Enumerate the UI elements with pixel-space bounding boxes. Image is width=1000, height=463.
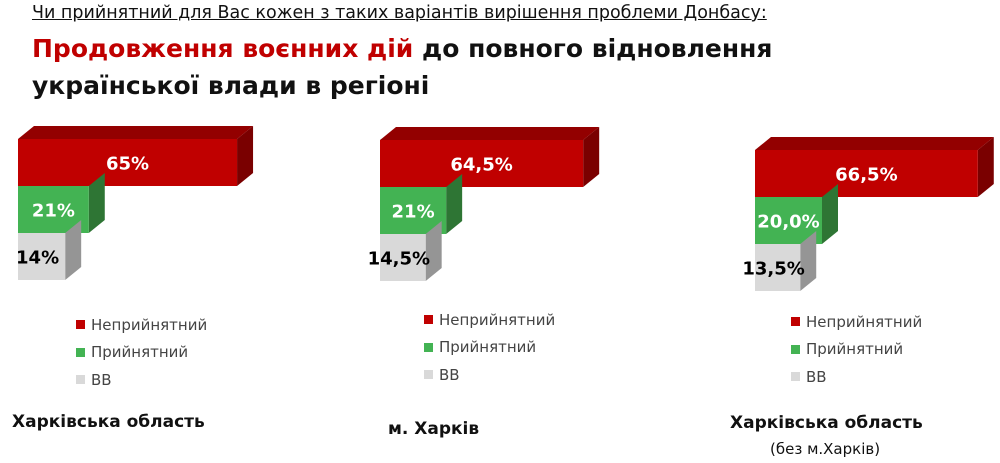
legend-label: Прийнятний: [91, 343, 189, 362]
legend-label: ВВ: [806, 367, 827, 386]
legend-label: ВВ: [91, 370, 112, 389]
data-label: 14,5%: [368, 249, 430, 270]
data-label: 20,0%: [757, 212, 819, 233]
data-label: 65%: [106, 154, 149, 175]
bar-side: [583, 127, 600, 187]
title-rest: до повного відновлення: [413, 34, 773, 63]
legend-swatch: [76, 347, 85, 357]
bar-ВВ: [18, 233, 66, 280]
bar-Неприйнятний: [755, 150, 978, 197]
data-label: 13,5%: [742, 259, 804, 280]
bar-ВВ: [380, 234, 426, 281]
legend-swatch: [424, 342, 433, 352]
legend-swatch: [791, 372, 800, 382]
question-text: Чи прийнятний для Вас кожен з таких варі…: [32, 3, 767, 23]
page-title-line2: української влади в регіоні: [32, 71, 430, 100]
data-label: 14%: [16, 248, 59, 269]
data-label: 66,5%: [835, 165, 897, 186]
bar-side: [88, 173, 105, 233]
chart-1-title: Харківська область: [12, 412, 205, 432]
legend-item: ВВ: [76, 366, 207, 394]
legend-item: Прийнятний: [76, 339, 207, 367]
legend-label: Неприйнятний: [806, 312, 923, 331]
legend-item: Неприйнятний: [791, 308, 922, 336]
legend-label: Неприйнятний: [439, 310, 556, 329]
legend-item: Прийнятний: [791, 336, 922, 364]
legend-item: ВВ: [791, 363, 922, 391]
legend-item: Прийнятний: [424, 334, 555, 362]
legend-item: ВВ: [424, 361, 555, 389]
legend-1: Неприйнятний Прийнятний ВВ: [76, 311, 207, 394]
data-label: 21%: [32, 201, 75, 222]
bar-side: [237, 126, 254, 186]
legend-swatch: [791, 317, 800, 327]
bar-side: [800, 231, 817, 291]
bar-top: [380, 127, 600, 140]
legend-swatch: [424, 370, 433, 380]
legend-swatch: [424, 315, 433, 325]
bar-Неприйнятний: [18, 139, 238, 186]
bar-side: [425, 221, 442, 281]
legend-label: Прийнятний: [439, 338, 537, 357]
bar-top: [755, 137, 994, 150]
legend-2: Неприйнятний Прийнятний ВВ: [424, 306, 555, 389]
bar-side: [822, 184, 838, 244]
legend-label: ВВ: [439, 365, 460, 384]
legend-item: Неприйнятний: [76, 311, 207, 339]
data-label: 64,5%: [450, 155, 512, 176]
bar-Неприйнятний: [380, 140, 584, 187]
legend-item: Неприйнятний: [424, 306, 555, 334]
legend-swatch: [76, 320, 85, 330]
chart-3-subtitle: (без м.Харків): [770, 440, 881, 458]
legend-swatch: [76, 375, 85, 385]
legend-label: Неприйнятний: [91, 315, 208, 334]
bar-side: [446, 174, 463, 234]
chart-3-title: Харківська область: [730, 413, 923, 433]
legend-label: Прийнятний: [806, 340, 904, 359]
title-highlight: Продовження воєнних дій: [32, 34, 414, 63]
bar-side: [65, 220, 82, 280]
data-label: 21%: [392, 202, 435, 223]
bar-side: [977, 137, 994, 197]
legend-swatch: [791, 344, 800, 354]
bar-top: [18, 126, 254, 139]
chart-2-title: м. Харків: [388, 419, 480, 439]
page-title: Продовження воєнних дій до повного відно…: [32, 34, 772, 63]
bar-Прийнятний: [380, 187, 447, 234]
legend-3: Неприйнятний Прийнятний ВВ: [791, 308, 922, 391]
bar-ВВ: [755, 244, 801, 291]
